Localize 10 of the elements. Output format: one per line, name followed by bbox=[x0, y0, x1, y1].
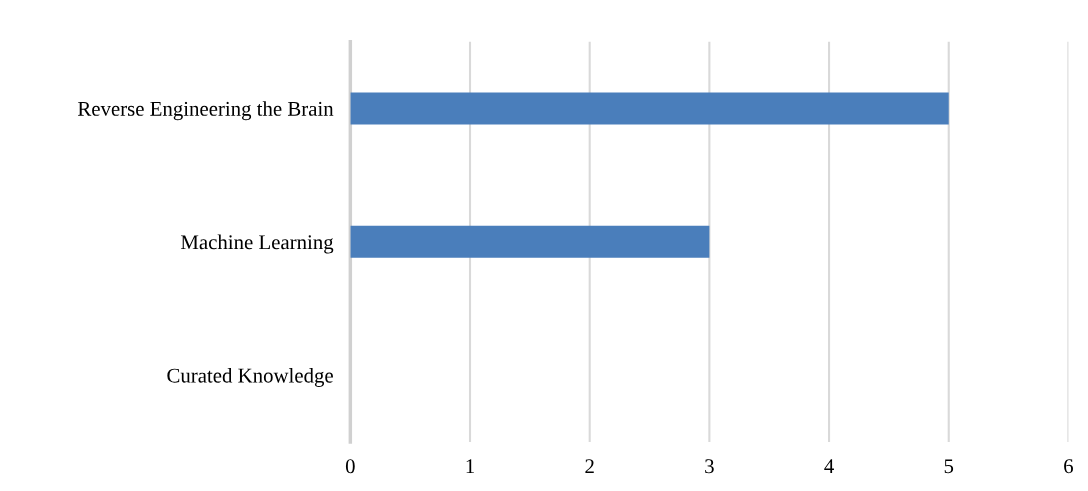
y-tick-label: Machine Learning bbox=[180, 234, 334, 254]
x-tick-label: 5 bbox=[944, 459, 954, 474]
x-tick-label: 6 bbox=[1064, 459, 1073, 474]
x-tick-label: 4 bbox=[824, 459, 834, 474]
x-tick-label: 0 bbox=[345, 459, 355, 474]
y-tick-label: Curated Knowledge bbox=[167, 367, 333, 387]
y-tick-label: Reverse Engineering the Brain bbox=[77, 101, 334, 121]
x-tick-label: 3 bbox=[705, 459, 714, 474]
x-tick-label: 2 bbox=[585, 459, 594, 474]
x-tick-label: 1 bbox=[466, 459, 474, 474]
